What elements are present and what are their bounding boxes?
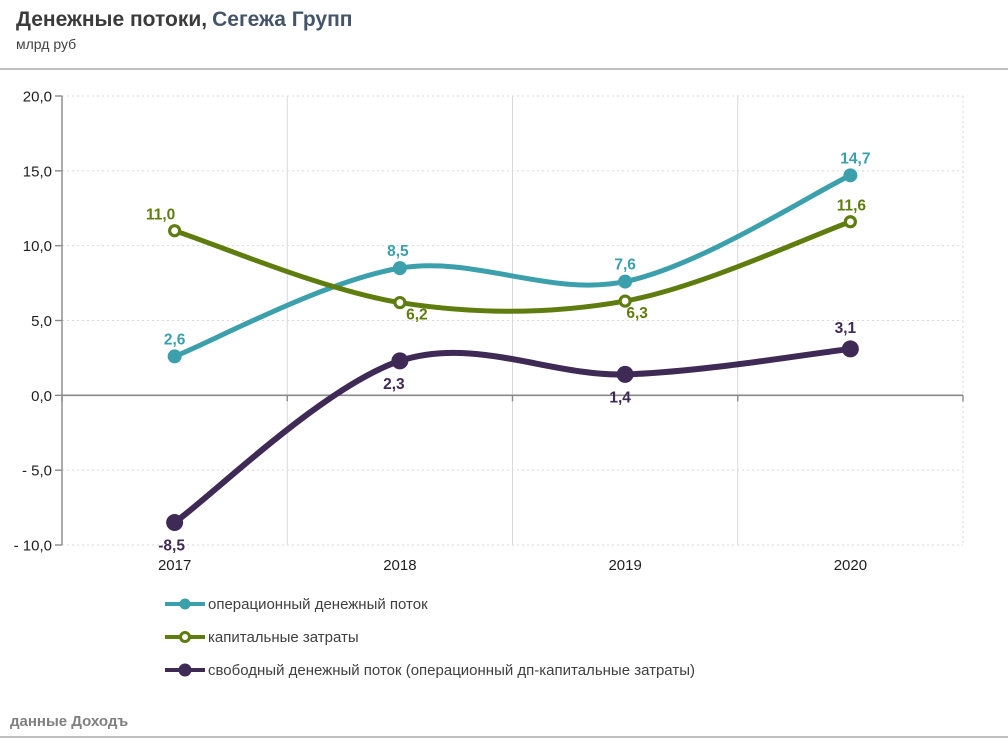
legend-swatch-operating-icon bbox=[165, 598, 205, 610]
y-tick-label: 5,0 bbox=[31, 313, 52, 330]
data-point-label: 1,4 bbox=[609, 389, 631, 406]
y-tick-label: 20,0 bbox=[23, 89, 52, 106]
chart-title: Денежные потоки, Сегежа Групп bbox=[16, 7, 992, 33]
series-line-0 bbox=[172, 172, 853, 359]
legend-label: операционный денежный поток bbox=[208, 595, 428, 613]
line-chart: 20,0 15,0 10,0 5,0 0,0 - 5,0 - 10,0 2017 2018 201… bbox=[14, 89, 964, 574]
data-point-label: 8,5 bbox=[387, 243, 409, 260]
header-divider bbox=[0, 68, 1008, 70]
footer-divider bbox=[0, 736, 1008, 738]
data-point-label: 2,3 bbox=[383, 376, 405, 393]
data-point-marker bbox=[618, 294, 632, 308]
data-point-label: 3,1 bbox=[835, 320, 857, 337]
x-tick-label: 2017 bbox=[158, 557, 191, 574]
data-point-label: 6,3 bbox=[626, 305, 648, 322]
series-line-2 bbox=[171, 345, 854, 526]
data-point-label: 7,6 bbox=[614, 257, 636, 274]
y-tick-label: - 10,0 bbox=[14, 538, 52, 555]
data-point-label: 11,6 bbox=[837, 198, 867, 215]
chart-header: Денежные потоки, Сегежа Групп млрд руб bbox=[0, 0, 1008, 52]
chart-subtitle: млрд руб bbox=[16, 36, 77, 53]
data-point-marker bbox=[841, 340, 859, 358]
y-tick-label: - 5,0 bbox=[22, 463, 52, 480]
y-tick-label: 0,0 bbox=[31, 388, 52, 405]
data-point-marker bbox=[616, 365, 634, 383]
data-point-marker bbox=[168, 224, 182, 238]
chart-title-company: Сегежа Групп bbox=[212, 8, 353, 31]
data-point-label: 2,6 bbox=[164, 331, 186, 348]
data-point-marker bbox=[167, 349, 182, 364]
data-point-marker bbox=[843, 168, 858, 183]
x-tick-label: 2020 bbox=[834, 557, 867, 574]
legend-label: свободный денежный поток (операционный д… bbox=[208, 661, 695, 679]
chart-title-main: Денежные потоки, bbox=[16, 8, 208, 31]
y-tick-label: 10,0 bbox=[23, 238, 52, 255]
x-tick-label: 2019 bbox=[608, 557, 641, 574]
x-tick-label: 2018 bbox=[383, 557, 416, 574]
legend-label: капитальные затраты bbox=[208, 628, 359, 646]
data-source: данные Доходъ bbox=[10, 713, 129, 730]
legend-swatch-capex-icon bbox=[165, 631, 205, 643]
data-point-marker bbox=[393, 295, 407, 310]
data-point-marker bbox=[392, 261, 407, 276]
data-point-marker bbox=[166, 514, 184, 532]
series-line-1 bbox=[172, 219, 853, 314]
chart-legend: операционный денежный поток капитальные … bbox=[165, 596, 695, 695]
legend-item-free-cash-flow: свободный денежный поток (операционный д… bbox=[165, 661, 695, 679]
data-point-marker bbox=[618, 274, 633, 289]
y-tick-label: 15,0 bbox=[23, 163, 52, 180]
data-point-marker bbox=[843, 215, 857, 229]
data-point-label: 11,0 bbox=[146, 207, 175, 224]
legend-item-operating-cash-flow: операционный денежный поток bbox=[165, 595, 695, 613]
data-point-marker bbox=[391, 352, 409, 370]
legend-item-capex: капитальные затраты bbox=[165, 628, 695, 646]
data-point-label: -8,5 bbox=[158, 538, 185, 555]
data-point-label: 6,2 bbox=[406, 307, 428, 324]
legend-swatch-fcf-icon bbox=[165, 663, 205, 677]
data-point-label: 14,7 bbox=[840, 150, 870, 167]
